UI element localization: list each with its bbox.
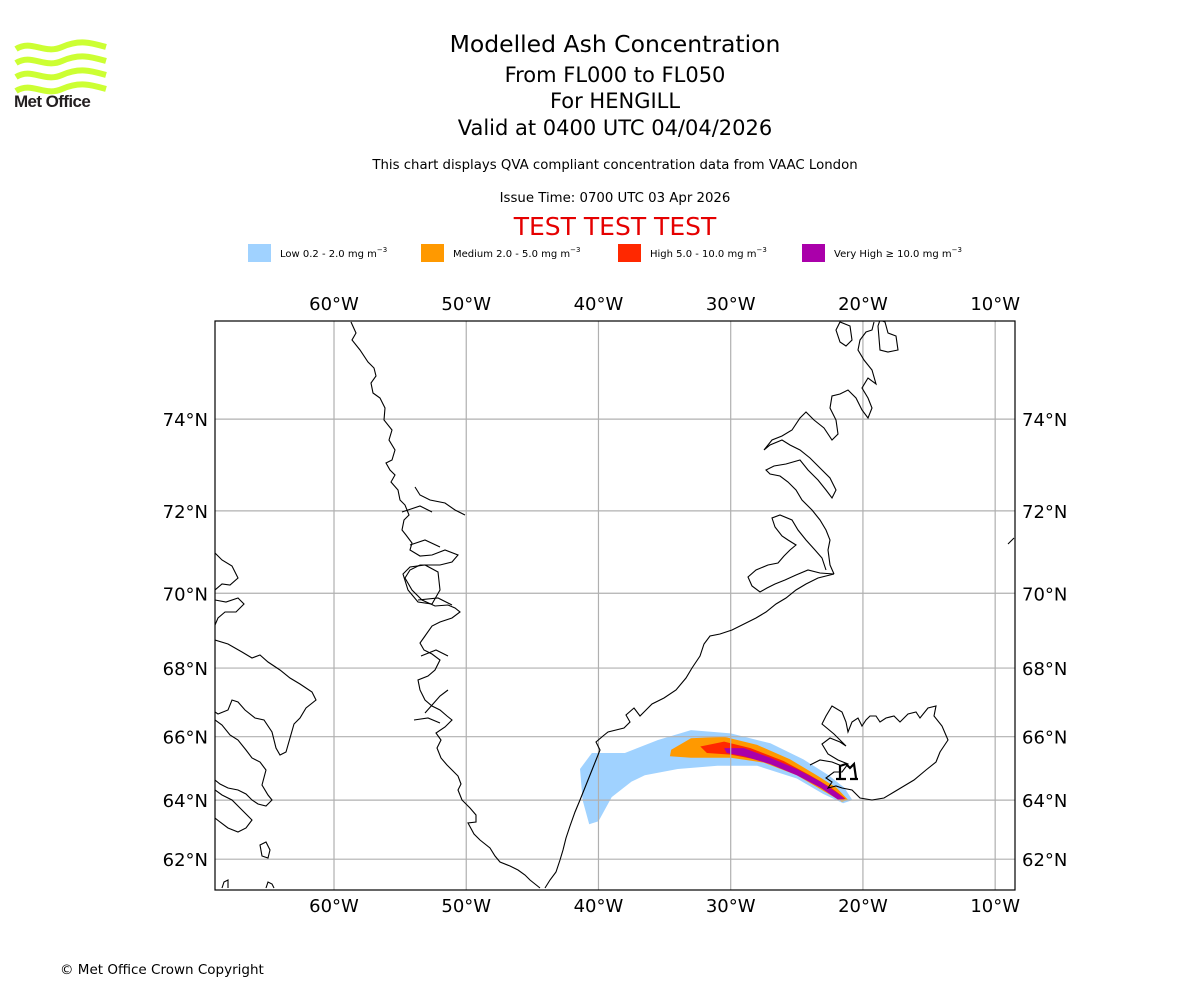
logo-text: Met Office	[14, 92, 91, 111]
legend-label: High 5.0 - 10.0 mg m−3	[650, 246, 767, 260]
volcano-marker-icon	[836, 761, 858, 781]
coastline-island	[877, 321, 899, 353]
ash-concentration-layer	[580, 730, 853, 825]
test-banner: TEST TEST TEST	[513, 212, 717, 241]
coastline-island	[259, 841, 271, 859]
lon-tick-label-bottom: 50°W	[441, 896, 491, 917]
legend-item-medium: Medium 2.0 - 5.0 mg m−3	[421, 244, 580, 262]
lon-tick-label-top: 10°W	[970, 294, 1020, 315]
legend-swatch-high	[618, 244, 641, 262]
volcano-name: For HENGILL	[549, 89, 681, 113]
lat-tick-label-left: 74°N	[163, 410, 208, 431]
coastlines	[215, 321, 1015, 889]
legend-swatch-medium	[421, 244, 444, 262]
lon-tick-label-top: 20°W	[838, 294, 888, 315]
lon-tick-label-bottom: 20°W	[838, 896, 888, 917]
lat-tick-label-right: 72°N	[1022, 502, 1067, 523]
lat-tick-label-right: 62°N	[1022, 850, 1067, 871]
coastline-south-greenland	[544, 573, 835, 889]
coastline-west-greenland-fjords	[401, 486, 466, 724]
legend-item-very-high: Very High ≥ 10.0 mg m−3	[802, 244, 962, 262]
lat-tick-label-left: 62°N	[163, 850, 208, 871]
lat-tick-label-left: 68°N	[163, 659, 208, 680]
valid-time: Valid at 0400 UTC 04/04/2026	[457, 116, 773, 140]
lon-tick-label-top: 50°W	[441, 294, 491, 315]
legend-swatch-low	[248, 244, 271, 262]
lon-tick-label-bottom: 60°W	[309, 896, 359, 917]
legend-item-high: High 5.0 - 10.0 mg m−3	[618, 244, 767, 262]
lat-tick-label-left: 70°N	[163, 584, 208, 605]
lon-tick-label-bottom: 40°W	[574, 896, 624, 917]
legend-item-low: Low 0.2 - 2.0 mg m−3	[248, 244, 387, 262]
lon-tick-label-top: 60°W	[309, 294, 359, 315]
coastline-jan-mayen	[1007, 537, 1015, 545]
lat-tick-label-right: 64°N	[1022, 791, 1067, 812]
ash-region-low	[580, 730, 853, 825]
coastline-island	[221, 879, 229, 889]
legend-label: Very High ≥ 10.0 mg m−3	[834, 246, 962, 260]
legend-label: Medium 2.0 - 5.0 mg m−3	[453, 246, 581, 260]
coastline-baffin-south	[215, 719, 273, 807]
lon-tick-label-bottom: 10°W	[970, 896, 1020, 917]
lon-tick-label-bottom: 30°W	[706, 896, 756, 917]
coastline-island	[402, 564, 441, 605]
chart-title: Modelled Ash Concentration	[449, 30, 781, 58]
coastline-baffin	[215, 552, 317, 756]
coastline-island	[265, 881, 275, 889]
legend-swatch-very-high	[802, 244, 825, 262]
ash-region-very-high	[724, 748, 845, 800]
coastline-snaefellsnes	[809, 759, 843, 767]
ash-region-high	[700, 741, 846, 801]
copyright: © Met Office Crown Copyright	[60, 962, 264, 978]
lat-tick-label-right: 70°N	[1022, 584, 1067, 605]
lat-tick-label-left: 66°N	[163, 728, 208, 749]
axis-tick-labels: 60°W 60°W 50°W 50°W 40°W 40°W 30°W 30°W 20°W 20°W…	[163, 294, 1068, 917]
met-office-logo-icon	[14, 39, 107, 95]
graticule	[215, 321, 1015, 890]
lon-tick-label-top: 40°W	[574, 294, 624, 315]
lat-tick-label-right: 68°N	[1022, 659, 1067, 680]
coastline-island	[835, 321, 853, 347]
lat-tick-label-left: 64°N	[163, 791, 208, 812]
coastline-west-greenland	[350, 321, 541, 889]
coastline-iceland	[821, 705, 949, 801]
issue-time: Issue Time: 0700 UTC 03 Apr 2026	[499, 191, 731, 206]
flight-levels: From FL000 to FL050	[504, 63, 726, 87]
chart-description: This chart displays QVA compliant concen…	[372, 158, 858, 173]
lon-tick-label-top: 30°W	[706, 294, 756, 315]
legend: Low 0.2 - 2.0 mg m−3 Medium 2.0 - 5.0 mg…	[0, 244, 1200, 264]
lat-tick-label-right: 66°N	[1022, 728, 1067, 749]
lat-tick-label-right: 74°N	[1022, 410, 1067, 431]
coastline-east-greenland	[747, 321, 877, 593]
coastline-labrador	[215, 789, 253, 833]
legend-label: Low 0.2 - 2.0 mg m−3	[280, 246, 388, 260]
map-frame	[214, 320, 1016, 891]
lat-tick-label-left: 72°N	[163, 502, 208, 523]
